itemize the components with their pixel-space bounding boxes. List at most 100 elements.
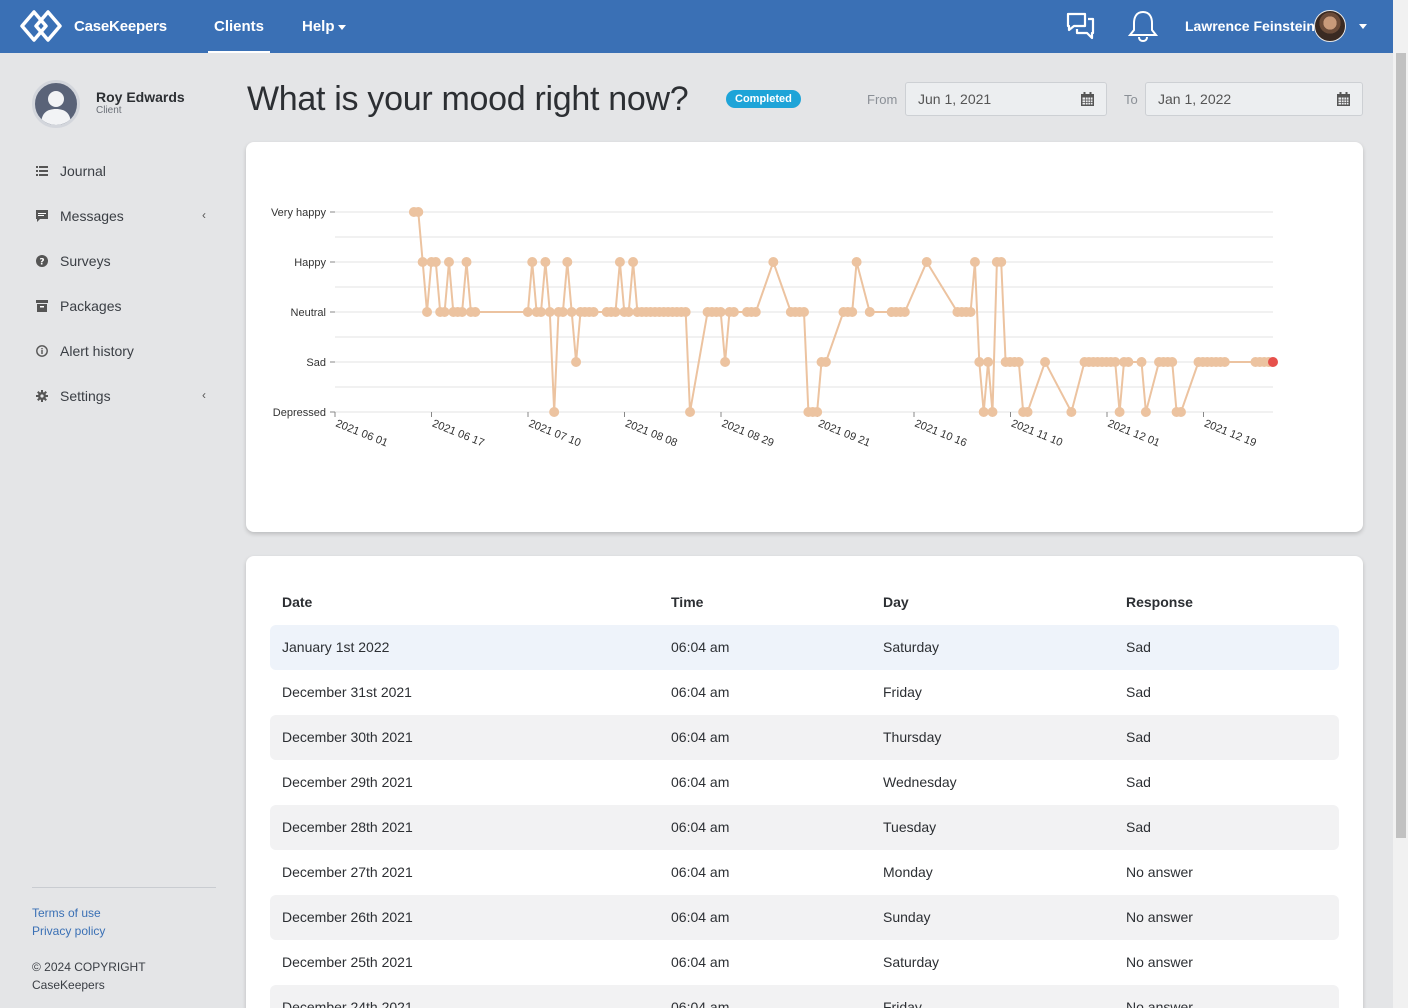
- day-cell: Tuesday: [883, 819, 937, 835]
- privacy-link[interactable]: Privacy policy: [32, 924, 106, 938]
- data-point: [562, 257, 573, 267]
- scrollbar-thumb[interactable]: [1396, 53, 1406, 838]
- sidebar-item-messages[interactable]: Messages: [36, 206, 124, 226]
- data-point: [628, 257, 639, 267]
- data-point: [1013, 357, 1024, 367]
- date-cell: December 29th 2021: [282, 774, 413, 790]
- table-row[interactable]: January 1st 2022 06:04 am Saturday Sad: [270, 625, 1339, 670]
- chevron-left-icon[interactable]: ‹: [202, 388, 206, 402]
- data-point: [799, 307, 809, 317]
- user-name[interactable]: Lawrence Feinstein: [1185, 18, 1315, 34]
- app-name: CaseKeepers: [74, 17, 167, 35]
- response-cell: Sad: [1126, 639, 1151, 655]
- nav-help-label: Help: [302, 18, 335, 35]
- sidebar-item-surveys[interactable]: ? Surveys: [36, 251, 111, 271]
- y-tick-label: Very happy: [271, 207, 327, 219]
- bell-icon[interactable]: [1127, 9, 1159, 43]
- app-logo[interactable]: CaseKeepers: [20, 8, 167, 44]
- data-point: [522, 307, 533, 317]
- data-point: [768, 257, 779, 267]
- x-tick-label: 2021 10 16: [913, 418, 969, 450]
- response-cell: No answer: [1126, 999, 1193, 1008]
- gear-icon: [36, 390, 48, 402]
- chat-icon[interactable]: [1066, 11, 1096, 41]
- data-point: [549, 407, 560, 417]
- list-icon: [36, 165, 48, 177]
- data-point: [623, 307, 634, 317]
- time-cell: 06:04 am: [671, 864, 730, 880]
- table-row[interactable]: December 30th 2021 06:04 am Thursday Sad: [270, 715, 1339, 760]
- time-cell: 06:04 am: [671, 639, 730, 655]
- data-point: [430, 257, 441, 267]
- from-date-field[interactable]: Jun 1, 2021: [905, 82, 1107, 116]
- y-tick-label: Neutral: [291, 307, 326, 319]
- data-point: [987, 407, 998, 417]
- sidebar-item-label: Journal: [60, 163, 106, 179]
- person-icon: [41, 91, 71, 125]
- from-date-value: Jun 1, 2021: [918, 91, 992, 107]
- data-point: [457, 307, 468, 317]
- data-point: [974, 357, 985, 367]
- sidebar-item-packages[interactable]: Packages: [36, 296, 121, 316]
- from-label: From: [867, 92, 898, 107]
- data-point: [566, 307, 577, 317]
- day-cell: Saturday: [883, 954, 940, 970]
- sidebar-item-settings[interactable]: Settings: [36, 386, 111, 406]
- data-point: [899, 307, 910, 317]
- sidebar-item-label: Messages: [60, 208, 124, 224]
- copyright-line: CaseKeepers: [32, 978, 105, 992]
- to-date-field[interactable]: Jan 1, 2022: [1145, 82, 1363, 116]
- sidebar-item-journal[interactable]: Journal: [36, 161, 106, 181]
- sidebar-item-label: Surveys: [60, 253, 111, 269]
- table-row[interactable]: December 28th 2021 06:04 am Tuesday Sad: [270, 805, 1339, 850]
- response-cell: No answer: [1126, 864, 1193, 880]
- data-point: [685, 407, 696, 417]
- date-cell: December 26th 2021: [282, 909, 413, 925]
- time-cell: 06:04 am: [671, 819, 730, 835]
- data-point: [728, 307, 739, 317]
- y-tick-label: Depressed: [273, 407, 326, 419]
- calendar-icon[interactable]: [1337, 92, 1350, 106]
- terms-link[interactable]: Terms of use: [32, 906, 101, 920]
- table-header-time[interactable]: Time: [671, 594, 704, 610]
- table-row[interactable]: December 25th 2021 06:04 am Saturday No ans…: [270, 940, 1339, 985]
- data-point: [851, 257, 862, 267]
- table-header-day[interactable]: Day: [883, 594, 909, 610]
- y-tick-label: Happy: [294, 257, 326, 269]
- day-cell: Friday: [883, 684, 922, 700]
- table-row[interactable]: December 24th 2021 06:04 am Friday No answe…: [270, 985, 1339, 1008]
- data-point: [1123, 357, 1134, 367]
- calendar-icon[interactable]: [1081, 92, 1094, 106]
- date-cell: December 24th 2021: [282, 999, 413, 1008]
- data-point: [820, 357, 831, 367]
- data-point: [588, 307, 599, 317]
- time-cell: 06:04 am: [671, 729, 730, 745]
- user-avatar[interactable]: [1314, 10, 1346, 42]
- sidebar-item-alert-history[interactable]: Alert history: [36, 341, 134, 361]
- data-point: [715, 307, 726, 317]
- chevron-left-icon[interactable]: ‹: [202, 208, 206, 222]
- table-row[interactable]: December 29th 2021 06:04 am Wednesday Sad: [270, 760, 1339, 805]
- user-menu-caret-icon[interactable]: [1359, 24, 1367, 29]
- data-point: [1175, 407, 1186, 417]
- copyright: © 2024 COPYRIGHT CaseKeepers: [32, 958, 192, 994]
- table-header-date[interactable]: Date: [282, 594, 313, 610]
- time-cell: 06:04 am: [671, 954, 730, 970]
- svg-text:?: ?: [39, 258, 44, 268]
- table-row[interactable]: December 27th 2021 06:04 am Monday No answe…: [270, 850, 1339, 895]
- x-tick-label: 2021 08 08: [623, 418, 679, 450]
- table-header-response[interactable]: Response: [1126, 594, 1193, 610]
- nav-clients[interactable]: Clients: [208, 0, 270, 53]
- data-point: [720, 357, 731, 367]
- table-row[interactable]: December 31st 2021 06:04 am Friday Sad: [270, 670, 1339, 715]
- date-cell: December 25th 2021: [282, 954, 413, 970]
- nav-help[interactable]: Help: [302, 0, 346, 53]
- date-cell: December 30th 2021: [282, 729, 413, 745]
- time-cell: 06:04 am: [671, 684, 730, 700]
- data-point: [413, 207, 424, 217]
- to-label: To: [1124, 92, 1138, 107]
- day-cell: Sunday: [883, 909, 931, 925]
- response-cell: Sad: [1126, 684, 1151, 700]
- data-point: [812, 407, 823, 417]
- table-row[interactable]: December 26th 2021 06:04 am Sunday No answe…: [270, 895, 1339, 940]
